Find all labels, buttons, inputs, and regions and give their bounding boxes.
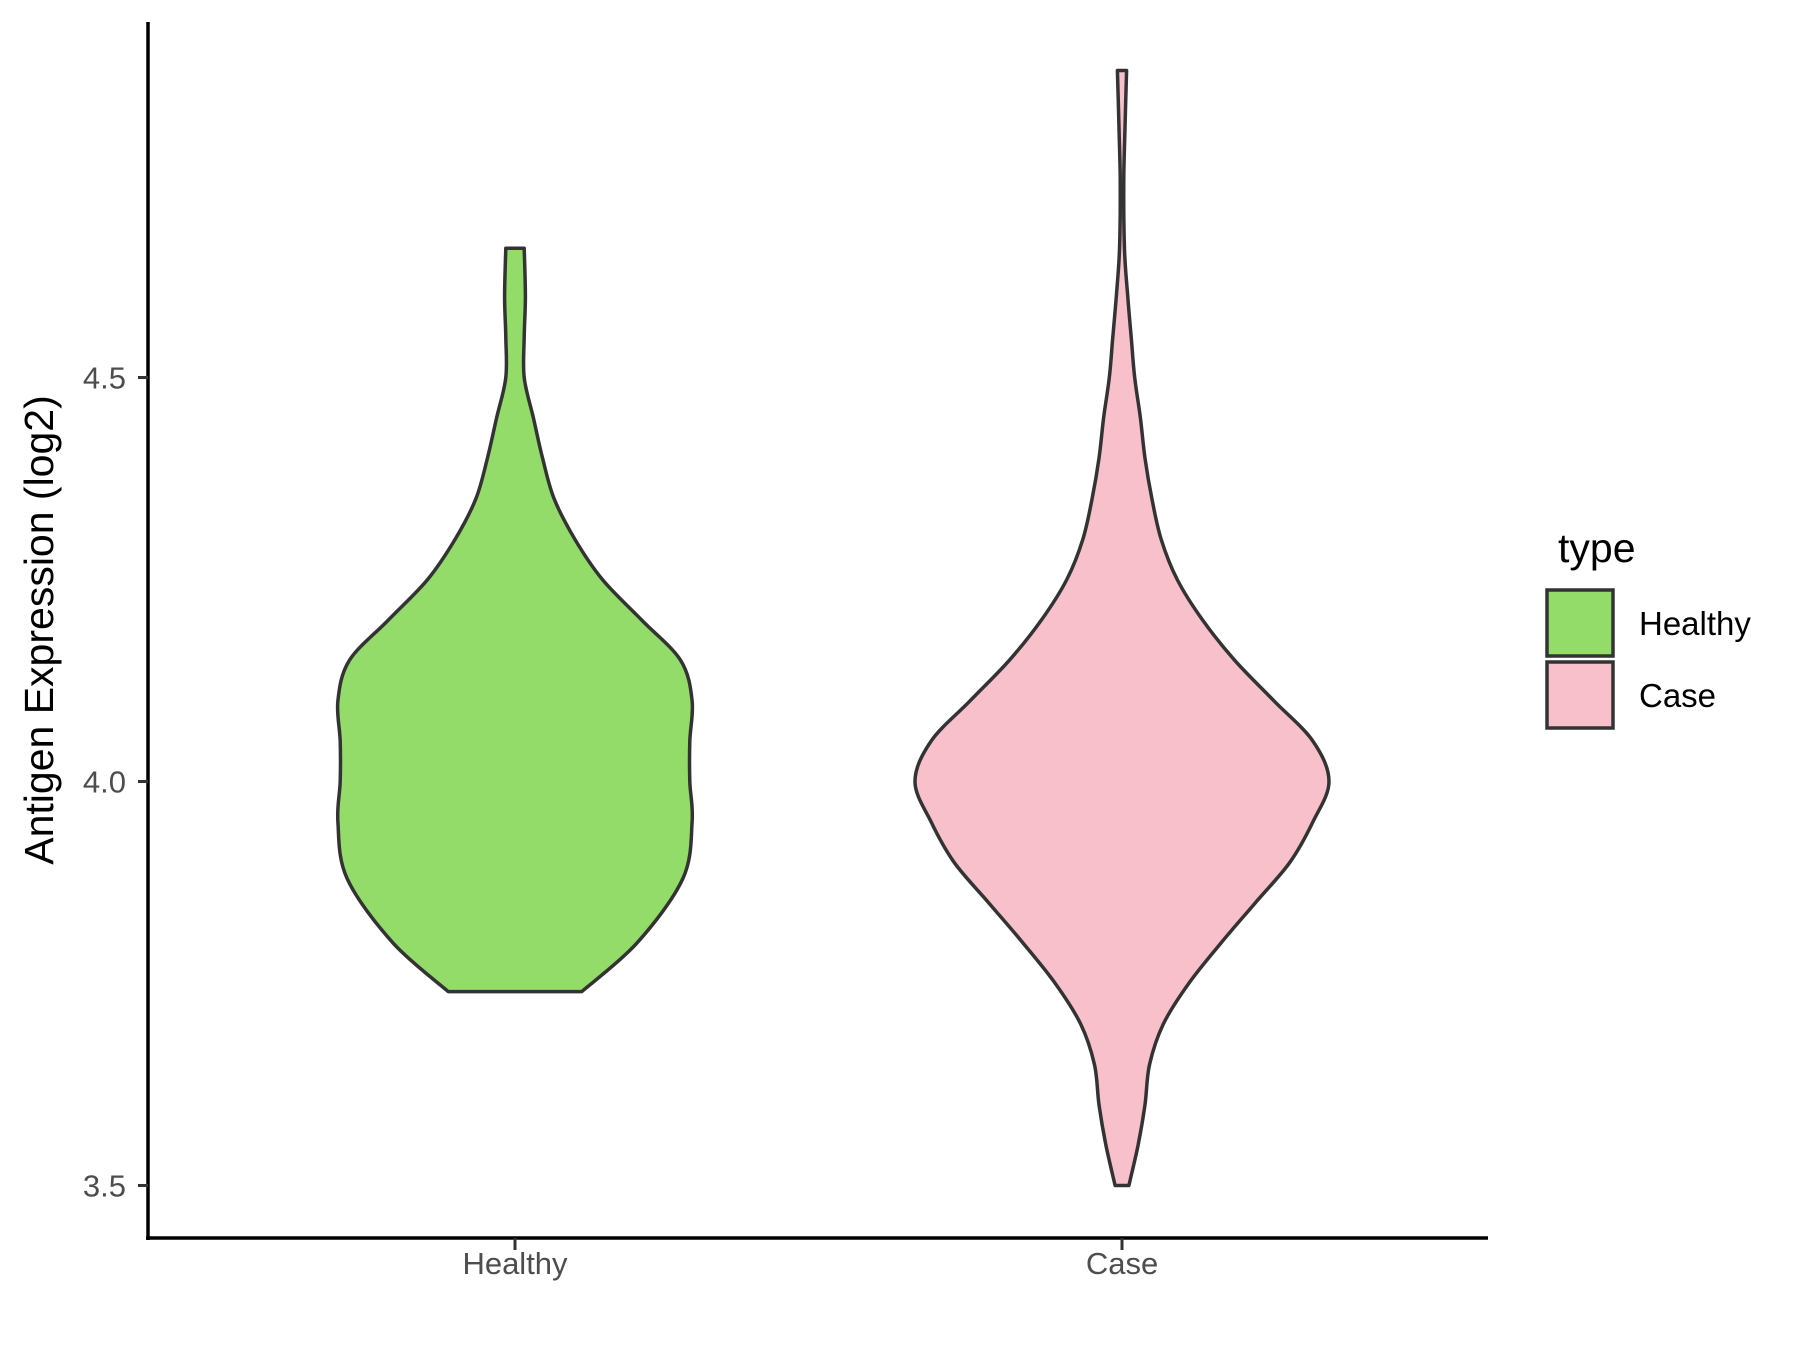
y-ticks: 3.5 4.0 4.5 — [83, 361, 148, 1203]
x-ticks: Healthy Case — [462, 1238, 1158, 1281]
violin-healthy — [335, 246, 695, 994]
y-axis-title: Antigen Expression (log2) — [16, 395, 62, 864]
violin-case — [913, 68, 1331, 1188]
legend: Healthy Case — [1545, 588, 1751, 730]
legend-swatch-healthy — [1545, 588, 1615, 658]
y-tick-label: 4.5 — [83, 361, 126, 396]
y-tick-label: 3.5 — [83, 1168, 126, 1203]
x-tick-label: Healthy — [462, 1246, 568, 1281]
legend-label-healthy: Healthy — [1639, 605, 1751, 642]
legend-title: type — [1558, 525, 1636, 571]
violin-layer — [335, 68, 1331, 1188]
legend-swatch-case — [1545, 660, 1615, 730]
y-tick-label: 4.0 — [83, 764, 126, 799]
legend-label-case: Case — [1639, 677, 1716, 714]
x-tick-label: Case — [1086, 1246, 1158, 1281]
